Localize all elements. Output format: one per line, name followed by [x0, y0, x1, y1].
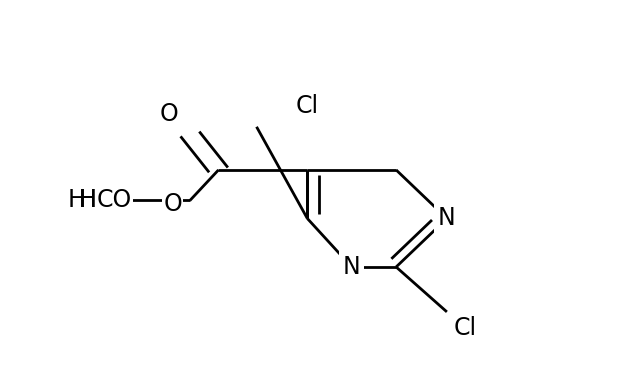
- Text: H: H: [79, 188, 97, 212]
- Text: N: N: [438, 207, 456, 230]
- Text: H: H: [79, 188, 97, 212]
- Text: H: H: [67, 188, 85, 212]
- Text: N: N: [343, 255, 360, 279]
- Text: O: O: [159, 102, 179, 126]
- Text: Cl: Cl: [453, 316, 476, 340]
- Text: Cl: Cl: [296, 94, 319, 118]
- Text: O: O: [163, 192, 182, 216]
- Text: 3: 3: [97, 197, 108, 215]
- Text: CO: CO: [97, 188, 132, 212]
